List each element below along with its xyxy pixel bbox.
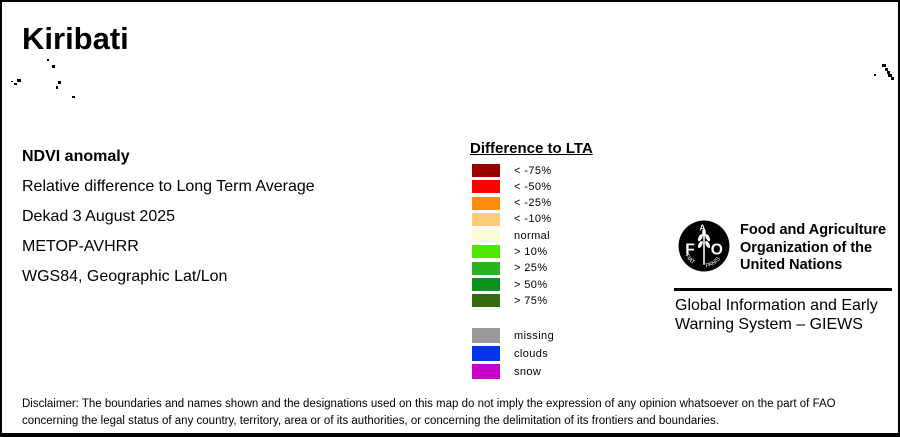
fao-name-line3: United Nations: [740, 257, 843, 273]
island-dot: [56, 86, 58, 89]
legend-swatch: [472, 196, 500, 210]
legend: Difference to LTA < -75% < -50% < -25% < -1…: [470, 140, 593, 382]
legend-label: > 75%: [514, 294, 548, 307]
legend-row: > 10%: [472, 245, 593, 259]
legend-label: normal: [514, 229, 551, 242]
disclaimer: Disclaimer: The boundaries and names sho…: [22, 396, 836, 429]
legend-swatch: [472, 364, 500, 380]
legend-row: < -25%: [472, 196, 593, 210]
legend-label: snow: [514, 365, 542, 378]
island-dot: [17, 79, 21, 82]
fao-name-line2: Organization of the: [740, 239, 873, 256]
legend-label: > 50%: [514, 278, 548, 291]
legend-swatch: [472, 328, 500, 344]
island-dot: [58, 81, 61, 84]
island-dot: [14, 83, 17, 85]
island-dot: [887, 71, 890, 74]
legend-swatch: [472, 164, 500, 177]
island-dot: [72, 96, 75, 98]
legend-row: clouds: [472, 346, 593, 362]
info-sensor: METOP-AVHRR: [22, 238, 139, 255]
island-dot: [47, 59, 49, 61]
legend-row: > 75%: [472, 294, 593, 308]
giews-label: Global Information and Early Warning Sys…: [675, 296, 878, 334]
legend-row: > 25%: [472, 261, 593, 275]
map-info-block: NDVI anomaly Relative difference to Long…: [22, 142, 315, 292]
legend-swatch: [472, 261, 500, 275]
legend-row: missing: [472, 328, 593, 344]
legend-row: < -10%: [472, 212, 593, 226]
legend-swatch: [472, 212, 500, 226]
island-dot: [891, 77, 894, 80]
legend-row: < -75%: [472, 164, 593, 177]
giews-line2: Warning System – GIEWS: [675, 316, 863, 333]
legend-swatch: [472, 346, 500, 362]
info-dekad: Dekad 3 August 2025: [22, 208, 176, 225]
legend-label: > 10%: [514, 245, 548, 258]
info-product: NDVI anomaly: [22, 148, 130, 165]
fao-name: Food and Agriculture Organization of the…: [740, 222, 886, 275]
legend-label: missing: [514, 329, 555, 342]
legend-label: < -25%: [514, 197, 552, 210]
island-dot: [874, 74, 876, 76]
info-projection: WGS84, Geographic Lat/Lon: [22, 268, 228, 285]
legend-swatch: [472, 245, 500, 259]
island-dot: [888, 74, 892, 77]
legend-label: < -10%: [514, 213, 552, 226]
legend-label: < -50%: [514, 180, 552, 193]
legend-row: < -50%: [472, 180, 593, 194]
legend-swatch: [472, 229, 500, 243]
legend-diff-rows: < -75% < -50% < -25% < -10% normal > 10% > 25%…: [470, 164, 593, 308]
info-subtitle: Relative difference to Long Term Average: [22, 178, 315, 195]
disclaimer-line1: Disclaimer: The boundaries and names sho…: [22, 398, 836, 410]
legend-label: clouds: [514, 347, 549, 360]
page-title: Kiribati: [22, 21, 129, 56]
legend-row: normal: [472, 229, 593, 243]
legend-swatch: [472, 278, 500, 292]
legend-label: > 25%: [514, 262, 548, 275]
island-dot: [882, 64, 886, 67]
island-dot: [885, 68, 888, 71]
legend-title: Difference to LTA: [470, 140, 593, 157]
legend-status-rows: missing clouds snow: [470, 328, 593, 380]
legend-row: snow: [472, 364, 593, 380]
disclaimer-line2: concerning the legal status of any count…: [22, 414, 719, 427]
fao-logo-letter-o: O: [711, 241, 723, 258]
fao-logo-icon: F A O FIAT PANIS: [678, 220, 730, 272]
legend-swatch: [472, 180, 500, 194]
legend-swatch: [472, 294, 500, 308]
giews-line1: Global Information and Early: [675, 297, 878, 314]
fao-name-line1: Food and Agriculture: [740, 222, 887, 238]
legend-row: > 50%: [472, 278, 593, 292]
legend-label: < -75%: [514, 164, 552, 177]
fao-logo-letter-a: A: [699, 222, 705, 232]
island-dot: [52, 65, 55, 68]
fao-logo-letter-f: F: [685, 241, 695, 258]
island-dot: [11, 81, 13, 82]
separator-line: [674, 288, 892, 291]
